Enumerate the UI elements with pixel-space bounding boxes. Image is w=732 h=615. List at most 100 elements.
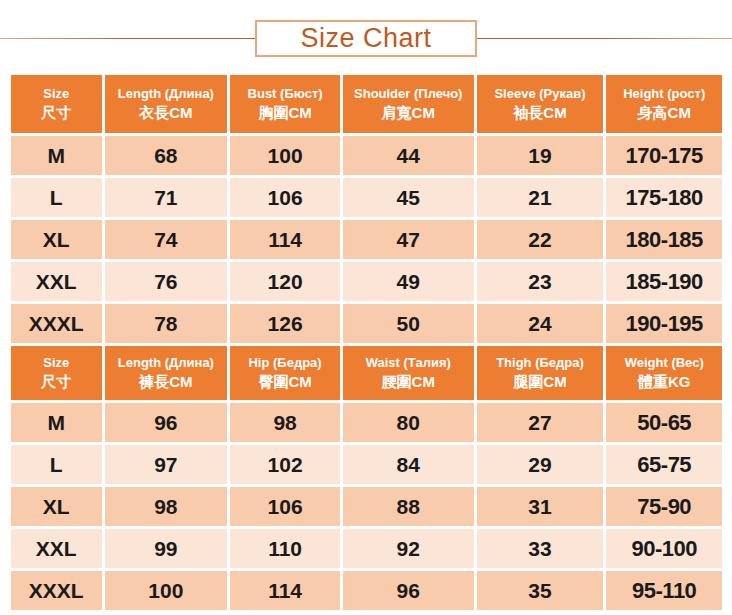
table-row: M681004419170-175 <box>10 135 724 177</box>
value-cell: 106 <box>229 177 342 219</box>
table-row: XL741144722180-185 <box>10 219 724 261</box>
value-cell: 24 <box>475 303 605 345</box>
title-section: Size Chart <box>0 0 732 72</box>
header-label-cn: 臀圍CM <box>230 372 340 392</box>
header-label-en: Shoulder (Плечо) <box>343 85 474 103</box>
page-title: Size Chart <box>300 25 431 52</box>
value-cell: 19 <box>475 135 605 177</box>
page-title-box: Size Chart <box>255 20 477 57</box>
value-cell: 47 <box>341 219 475 261</box>
size-cell: M <box>10 135 104 177</box>
table-row: XXXL781265024190-195 <box>10 303 724 345</box>
header-row: Size尺寸Length (Длина)衣長CMBust (Бюст)胸圍CMS… <box>10 74 724 135</box>
value-cell: 27 <box>475 402 605 444</box>
value-cell: 49 <box>341 261 475 303</box>
header-label-cn: 衣長CM <box>105 103 228 123</box>
value-cell: 78 <box>103 303 229 345</box>
size-chart-table: Size尺寸Length (Длина)衣長CMBust (Бюст)胸圍CMS… <box>8 72 725 613</box>
header-cell-2: Hip (Бедра)臀圍CM <box>229 345 342 402</box>
value-cell: 120 <box>229 261 342 303</box>
header-label-cn: 袖長CM <box>477 103 604 123</box>
size-cell: XXXL <box>10 570 104 612</box>
size-cell: M <box>10 402 104 444</box>
value-cell: 96 <box>341 570 475 612</box>
header-label-cn: 褲長CM <box>105 372 228 392</box>
header-label-en: Size <box>11 85 102 103</box>
header-cell-4: Thigh (Бедра)腿圍CM <box>475 345 605 402</box>
value-cell: 80 <box>341 402 475 444</box>
size-chart-container: Size尺寸Length (Длина)衣長CMBust (Бюст)胸圍CMS… <box>0 72 732 613</box>
value-cell: 33 <box>475 528 605 570</box>
value-cell: 114 <box>229 570 342 612</box>
size-cell: XL <box>10 486 104 528</box>
header-label-en: Sleeve (Рукав) <box>477 85 604 103</box>
value-cell: 170-175 <box>605 135 724 177</box>
table-section-0: Size尺寸Length (Длина)衣長CMBust (Бюст)胸圍CMS… <box>10 74 724 345</box>
value-cell: 126 <box>229 303 342 345</box>
header-label-cn: 尺寸 <box>11 372 102 392</box>
header-cell-5: Height (рост)身高CM <box>605 74 724 135</box>
value-cell: 71 <box>103 177 229 219</box>
value-cell: 74 <box>103 219 229 261</box>
header-label-en: Bust (Бюст) <box>230 85 340 103</box>
header-label-cn: 體重KG <box>606 372 722 392</box>
size-cell: L <box>10 177 104 219</box>
table-row: XL98106883175-90 <box>10 486 724 528</box>
value-cell: 22 <box>475 219 605 261</box>
header-label-cn: 肩寬CM <box>343 103 474 123</box>
value-cell: 175-180 <box>605 177 724 219</box>
table-row: XXXL100114963595-110 <box>10 570 724 612</box>
table-section-1: Size尺寸Length (Длина)褲長CMHip (Бедра)臀圍CMW… <box>10 345 724 612</box>
value-cell: 95-110 <box>605 570 724 612</box>
header-label-cn: 胸圍CM <box>230 103 340 123</box>
header-cell-1: Length (Длина)衣長CM <box>103 74 229 135</box>
header-label-cn: 身高CM <box>606 103 722 123</box>
value-cell: 88 <box>341 486 475 528</box>
table-row: XXL99110923390-100 <box>10 528 724 570</box>
header-label-en: Size <box>11 354 102 372</box>
header-cell-3: Shoulder (Плечо)肩寬CM <box>341 74 475 135</box>
header-label-en: Hip (Бедра) <box>230 354 340 372</box>
value-cell: 90-100 <box>605 528 724 570</box>
header-cell-2: Bust (Бюст)胸圍CM <box>229 74 342 135</box>
value-cell: 106 <box>229 486 342 528</box>
value-cell: 114 <box>229 219 342 261</box>
value-cell: 35 <box>475 570 605 612</box>
value-cell: 44 <box>341 135 475 177</box>
value-cell: 185-190 <box>605 261 724 303</box>
value-cell: 98 <box>229 402 342 444</box>
value-cell: 29 <box>475 444 605 486</box>
value-cell: 100 <box>103 570 229 612</box>
table-row: L97102842965-75 <box>10 444 724 486</box>
value-cell: 96 <box>103 402 229 444</box>
size-cell: XXXL <box>10 303 104 345</box>
header-cell-1: Length (Длина)褲長CM <box>103 345 229 402</box>
size-cell: XXL <box>10 528 104 570</box>
header-cell-3: Waist (Талия)腰圍CM <box>341 345 475 402</box>
value-cell: 99 <box>103 528 229 570</box>
value-cell: 102 <box>229 444 342 486</box>
value-cell: 76 <box>103 261 229 303</box>
table-row: XXL761204923185-190 <box>10 261 724 303</box>
header-label-en: Weight (Вес) <box>606 354 722 372</box>
header-label-cn: 尺寸 <box>11 103 102 123</box>
header-label-en: Length (Длина) <box>105 85 228 103</box>
value-cell: 84 <box>341 444 475 486</box>
value-cell: 100 <box>229 135 342 177</box>
value-cell: 31 <box>475 486 605 528</box>
value-cell: 65-75 <box>605 444 724 486</box>
header-cell-0: Size尺寸 <box>10 345 104 402</box>
table-row: M9698802750-65 <box>10 402 724 444</box>
value-cell: 180-185 <box>605 219 724 261</box>
table-row: L711064521175-180 <box>10 177 724 219</box>
value-cell: 45 <box>341 177 475 219</box>
size-cell: XXL <box>10 261 104 303</box>
header-label-en: Thigh (Бедра) <box>477 354 604 372</box>
header-cell-5: Weight (Вес)體重KG <box>605 345 724 402</box>
header-label-cn: 腰圍CM <box>343 372 474 392</box>
header-label-en: Height (рост) <box>606 85 722 103</box>
value-cell: 21 <box>475 177 605 219</box>
size-cell: XL <box>10 219 104 261</box>
value-cell: 50 <box>341 303 475 345</box>
header-label-cn: 腿圍CM <box>477 372 604 392</box>
